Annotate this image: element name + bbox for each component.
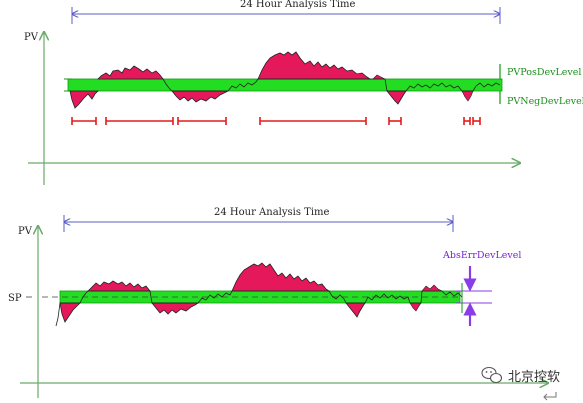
top-deviation-band — [67, 78, 503, 92]
bottom-setpoint-label: SP — [8, 293, 22, 304]
bottom-positive-deviation-area-3 — [421, 284, 443, 292]
top-positive-deviation-area-1 — [97, 65, 164, 80]
top-pv-trace — [162, 78, 501, 92]
top-negative-deviation-area-3 — [386, 90, 407, 105]
bottom-positive-deviation-area-2 — [231, 262, 331, 292]
return-arrow-icon — [543, 392, 557, 401]
top-upper-band-label: PVPosDevLevel — [507, 67, 581, 78]
bottom-y-axis-label: PV — [18, 226, 33, 237]
top-positive-deviation-area-2 — [257, 51, 372, 80]
bottom-diagram: PV 24 Hour Analysis Time SP AbsErrDevLev… — [8, 207, 548, 398]
bottom-time-span-title: 24 Hour Analysis Time — [214, 207, 330, 218]
wechat-icon — [481, 366, 503, 384]
bottom-pv-trace — [55, 290, 463, 327]
bottom-negative-deviation-area-2 — [151, 302, 200, 315]
bottom-negative-deviation-area-4 — [409, 302, 422, 312]
top-diagram: PV 24 Hour Analysis Time PVPosDevLevel P… — [24, 0, 583, 185]
bottom-negative-deviation-area-3 — [345, 302, 366, 318]
watermark: 北京控软 — [481, 366, 560, 401]
bottom-negative-deviation-area-1 — [59, 302, 81, 323]
top-negative-deviation-area-1 — [69, 90, 99, 109]
top-y-axis-label: PV — [24, 32, 39, 43]
bottom-abs-err-label: AbsErrDevLevel — [442, 250, 521, 261]
bottom-positive-deviation-area-1 — [87, 280, 151, 292]
top-negative-deviation-area-4 — [461, 90, 474, 102]
top-lower-band-label: PVNegDevLevel — [507, 96, 583, 107]
top-negative-deviation-area-2 — [171, 90, 229, 103]
top-alarm-intervals — [71, 117, 481, 125]
top-time-span-title: 24 Hour Analysis Time — [240, 0, 356, 10]
watermark-text: 北京控软 — [508, 370, 560, 385]
bottom-error-band — [59, 290, 461, 304]
top-positive-deviation-area-3 — [372, 74, 386, 80]
